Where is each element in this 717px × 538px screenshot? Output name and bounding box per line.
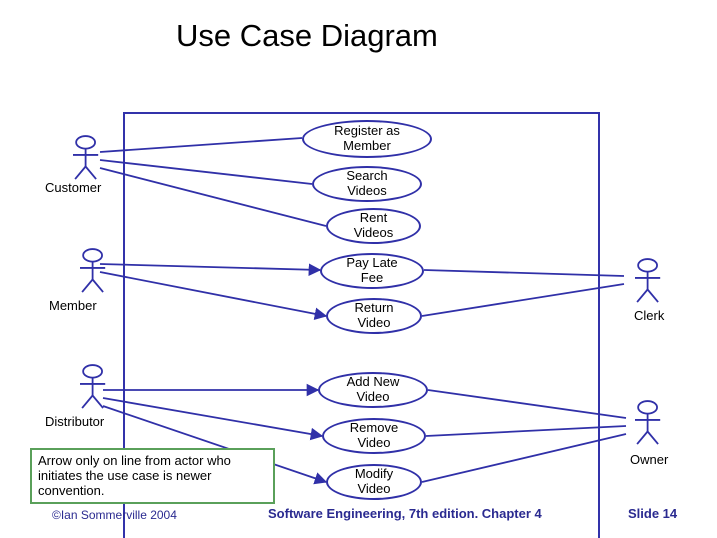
usecase-rent: RentVideos [326,208,421,244]
actor-label-customer: Customer [45,180,101,195]
usecase-label: Add NewVideo [347,375,400,405]
usecase-return: ReturnVideo [326,298,422,334]
actor-label-member: Member [49,298,97,313]
footer-slide-number: Slide 14 [628,506,677,521]
usecase-label: ModifyVideo [355,467,393,497]
usecase-label: RemoveVideo [350,421,398,451]
usecase-search: SearchVideos [312,166,422,202]
usecase-register: Register asMember [302,120,432,158]
usecase-label: SearchVideos [346,169,387,199]
actor-label-owner: Owner [630,452,668,467]
actor-label-distributor: Distributor [45,414,104,429]
footer-copyright: ©Ian Sommerville 2004 [52,508,177,522]
footer-book: Software Engineering, 7th edition. Chapt… [268,506,542,521]
actor-label-clerk: Clerk [634,308,664,323]
usecase-modify: ModifyVideo [326,464,422,500]
usecase-label: Pay LateFee [346,256,397,286]
usecase-remove: RemoveVideo [322,418,426,454]
usecase-label: RentVideos [354,211,394,241]
usecase-label: ReturnVideo [354,301,393,331]
usecase-paylate: Pay LateFee [320,253,424,289]
usecase-addnew: Add NewVideo [318,372,428,408]
convention-note: Arrow only on line from actor who initia… [30,448,275,504]
usecase-label: Register asMember [334,124,400,154]
